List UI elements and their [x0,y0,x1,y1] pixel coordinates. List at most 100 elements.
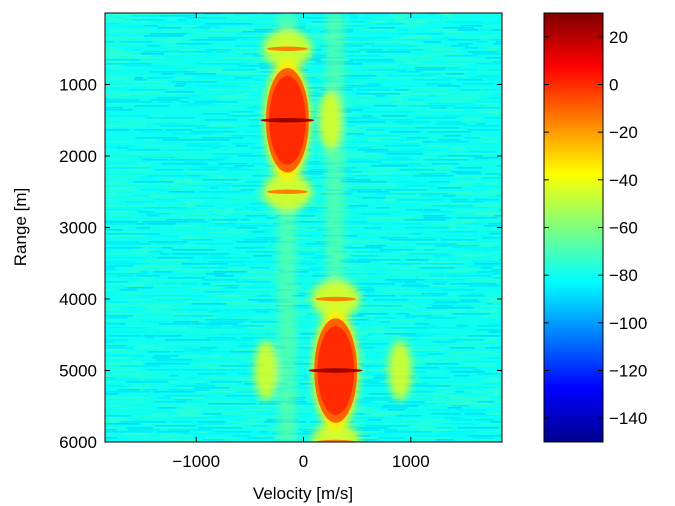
noise-streak [451,219,479,221]
noise-streak [417,407,446,409]
noise-streak [244,207,282,209]
noise-streak [473,59,499,61]
noise-streak [403,141,423,143]
noise-streak [367,69,407,71]
noise-streak [481,101,502,103]
noise-streak [467,293,484,295]
noise-streak [214,389,254,391]
noise-streak [358,337,388,339]
noise-streak [458,255,486,257]
noise-streak [173,399,193,401]
noise-streak [376,207,390,209]
noise-streak [250,331,298,333]
noise-streak [165,339,211,341]
noise-streak [187,183,197,185]
noise-streak [300,411,310,413]
noise-streak [435,123,467,125]
noise-streak [484,389,502,391]
noise-streak [465,47,479,49]
noise-streak [424,249,435,251]
noise-streak [364,291,375,293]
noise-streak [183,245,210,247]
noise-streak [288,329,315,331]
noise-streak [396,313,410,315]
noise-streak [490,293,502,295]
noise-streak [418,167,455,169]
noise-streak [340,427,388,429]
noise-streak [482,431,502,433]
noise-streak [105,347,133,349]
noise-streak [294,299,309,301]
noise-streak [489,233,502,235]
noise-streak [365,327,384,329]
noise-streak [497,437,502,439]
noise-streak [241,35,274,37]
noise-streak [368,433,395,435]
noise-streak [417,89,449,91]
noise-streak [142,145,183,147]
noise-streak [208,37,250,39]
noise-streak [343,63,363,65]
noise-streak [384,267,417,269]
noise-streak [140,271,150,273]
noise-streak [239,289,273,291]
noise-streak [379,107,423,109]
noise-streak [266,217,278,219]
noise-streak [288,433,322,435]
noise-streak [218,333,254,335]
noise-streak [321,165,368,167]
noise-streak [465,363,496,365]
noise-streak [393,271,440,273]
noise-streak [105,193,117,195]
noise-streak [105,147,117,149]
noise-streak [123,271,138,273]
noise-streak [293,275,303,277]
y-tick-label: 3000 [59,219,97,238]
noise-streak [303,431,321,433]
noise-streak [387,273,423,275]
noise-streak [212,157,231,159]
noise-streak [419,277,452,279]
noise-streak [183,95,202,97]
noise-streak [136,223,145,225]
noise-streak [464,237,475,239]
noise-streak [165,233,184,235]
noise-streak [311,247,335,249]
noise-streak [253,211,293,213]
noise-streak [489,377,499,379]
noise-streak [248,271,279,273]
noise-streak [470,135,484,137]
noise-streak [193,85,239,87]
noise-streak [105,107,123,109]
noise-streak [105,363,144,365]
noise-streak [306,213,332,215]
noise-streak [340,67,354,69]
noise-streak [404,135,437,137]
noise-streak [105,141,135,143]
noise-streak [483,385,502,387]
noise-streak [190,131,236,133]
noise-streak [250,147,265,149]
y-tick-label: 6000 [59,433,97,452]
noise-streak [234,209,243,211]
noise-streak [284,221,328,223]
noise-streak [208,227,225,229]
noise-streak [203,405,250,407]
noise-streak [411,313,429,315]
noise-streak [165,45,188,47]
noise-streak [217,335,227,337]
noise-streak [357,437,378,439]
noise-streak [105,235,145,237]
noise-streak [492,21,502,23]
noise-streak [246,251,283,253]
noise-streak [340,181,387,183]
noise-streak [105,317,128,319]
noise-streak [136,125,161,127]
noise-streak [185,301,211,303]
noise-streak [478,355,498,357]
noise-streak [214,275,234,277]
noise-streak [408,233,421,235]
noise-streak [472,261,502,263]
noise-streak [156,327,188,329]
